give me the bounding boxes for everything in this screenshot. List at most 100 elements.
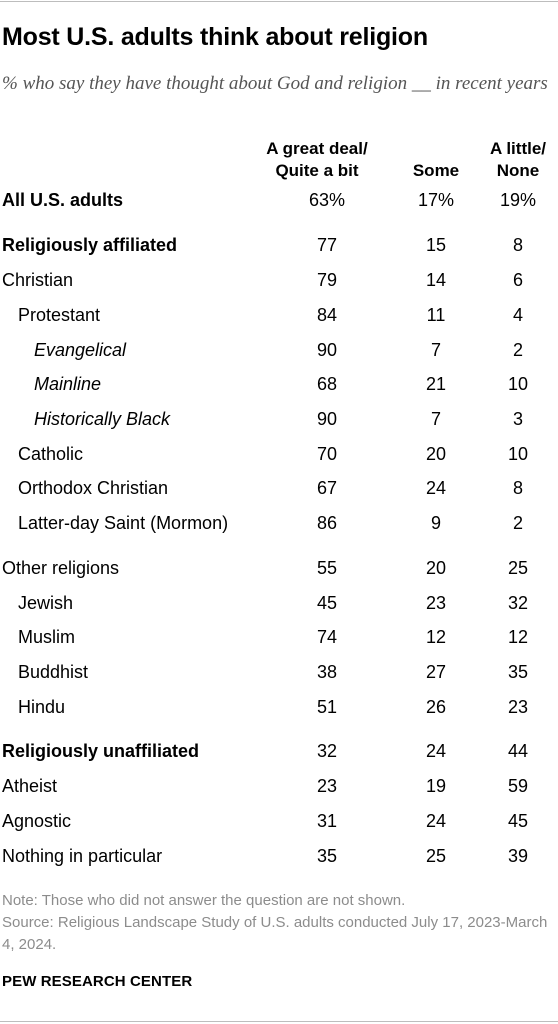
value-cell: 35 — [316, 846, 338, 866]
value-cell: 31 — [316, 811, 338, 831]
value-cell: 9 — [430, 513, 441, 533]
value-cell: 10 — [507, 444, 529, 464]
brand-name: PEW RESEARCH CENTER — [2, 973, 193, 990]
table-row: Christian 79 14 6 — [0, 264, 558, 296]
value-cell: 63% — [308, 190, 346, 210]
row-label: Protestant — [18, 305, 101, 325]
value-cell: 7 — [430, 409, 441, 429]
value-cell: 44 — [507, 741, 529, 761]
value-cell: 32 — [316, 741, 338, 761]
value-cell: 86 — [316, 513, 338, 533]
bottom-rule — [0, 1021, 558, 1022]
table-row: Catholic 70 20 10 — [0, 438, 558, 470]
value-cell: 17% — [417, 190, 455, 210]
row-label: Catholic — [18, 444, 84, 464]
row-label: Hindu — [18, 697, 66, 717]
column-header-some: Some — [396, 160, 476, 182]
value-cell: 24 — [425, 478, 447, 498]
column-header-line: Quite a bit — [275, 161, 359, 180]
table-row: Evangelical 90 7 2 — [0, 334, 558, 366]
value-cell: 10 — [507, 374, 529, 394]
row-label: Historically Black — [34, 409, 171, 429]
row-label: Other religions — [2, 558, 120, 578]
value-cell: 7 — [430, 340, 441, 360]
value-cell: 25 — [425, 846, 447, 866]
value-cell: 45 — [316, 593, 338, 613]
column-header-line: None — [496, 161, 540, 180]
value-cell: 27 — [425, 662, 447, 682]
row-label: Orthodox Christian — [18, 478, 169, 498]
table-row: Atheist 23 19 59 — [0, 770, 558, 802]
row-label: All U.S. adults — [2, 190, 124, 210]
value-cell: 51 — [316, 697, 338, 717]
value-cell: 24 — [425, 811, 447, 831]
value-cell: 19 — [425, 776, 447, 796]
table-row: Hindu 51 26 23 — [0, 691, 558, 723]
value-cell: 38 — [316, 662, 338, 682]
column-header-little-none: A little/ None — [478, 138, 558, 182]
value-cell: 67 — [316, 478, 338, 498]
note-text: Note: Those who did not answer the quest… — [2, 892, 406, 909]
value-cell: 90 — [316, 409, 338, 429]
value-cell: 4 — [512, 305, 523, 325]
value-cell: 70 — [316, 444, 338, 464]
value-cell: 2 — [512, 513, 523, 533]
row-label: Jewish — [18, 593, 74, 613]
source-text: Source: Religious Landscape Study of U.S… — [2, 914, 548, 953]
value-cell: 39 — [507, 846, 529, 866]
value-cell: 15 — [425, 235, 447, 255]
value-cell: 11 — [426, 305, 446, 325]
row-label: Agnostic — [2, 811, 72, 831]
value-cell: 32 — [507, 593, 529, 613]
value-cell: 25 — [507, 558, 529, 578]
value-cell: 19% — [499, 190, 537, 210]
row-label: Muslim — [18, 627, 75, 647]
row-label: Atheist — [2, 776, 58, 796]
table-row: Orthodox Christian 67 24 8 — [0, 472, 558, 504]
value-cell: 20 — [425, 444, 447, 464]
table-row: Mainline 68 21 10 — [0, 368, 558, 400]
value-cell: 24 — [425, 741, 447, 761]
value-cell: 8 — [512, 478, 523, 498]
value-cell: 23 — [425, 593, 447, 613]
value-cell: 35 — [507, 662, 529, 682]
table-row: All U.S. adults 63% 17% 19% — [0, 184, 558, 216]
table-row: Religiously affiliated 77 15 8 — [0, 229, 558, 261]
column-header-line: Some — [412, 161, 460, 180]
value-cell: 68 — [316, 374, 338, 394]
row-label: Nothing in particular — [2, 846, 163, 866]
row-label: Religiously unaffiliated — [2, 741, 200, 761]
table-row: Historically Black 90 7 3 — [0, 403, 558, 435]
value-cell: 59 — [507, 776, 529, 796]
column-header-line: A great deal/ — [266, 139, 368, 158]
value-cell: 8 — [512, 235, 523, 255]
table-row: Buddhist 38 27 35 — [0, 656, 558, 688]
row-label: Mainline — [34, 374, 102, 394]
table-row: Latter-day Saint (Mormon) 86 9 2 — [0, 507, 558, 539]
value-cell: 26 — [425, 697, 447, 717]
value-cell: 3 — [512, 409, 523, 429]
row-label: Christian — [2, 270, 74, 290]
top-rule — [0, 1, 558, 2]
value-cell: 23 — [316, 776, 338, 796]
value-cell: 79 — [316, 270, 338, 290]
table-row: Jewish 45 23 32 — [0, 587, 558, 619]
value-cell: 45 — [507, 811, 529, 831]
chart-subtitle: % who say they have thought about God an… — [2, 73, 548, 94]
footnote: Note: Those who did not answer the quest… — [2, 890, 552, 956]
value-cell: 6 — [512, 270, 523, 290]
column-header-great-deal: A great deal/ Quite a bit — [247, 138, 387, 182]
value-cell: 12 — [507, 627, 529, 647]
table-row: Nothing in particular 35 25 39 — [0, 840, 558, 872]
chart-title: Most U.S. adults think about religion — [2, 23, 428, 51]
value-cell: 20 — [425, 558, 447, 578]
value-cell: 55 — [316, 558, 338, 578]
row-label: Buddhist — [18, 662, 89, 682]
table-row: Agnostic 31 24 45 — [0, 805, 558, 837]
table-row: Religiously unaffiliated 32 24 44 — [0, 735, 558, 767]
value-cell: 74 — [316, 627, 338, 647]
value-cell: 90 — [316, 340, 338, 360]
value-cell: 12 — [425, 627, 447, 647]
row-label: Latter-day Saint (Mormon) — [18, 513, 229, 533]
table-row: Protestant 84 11 4 — [0, 299, 558, 331]
